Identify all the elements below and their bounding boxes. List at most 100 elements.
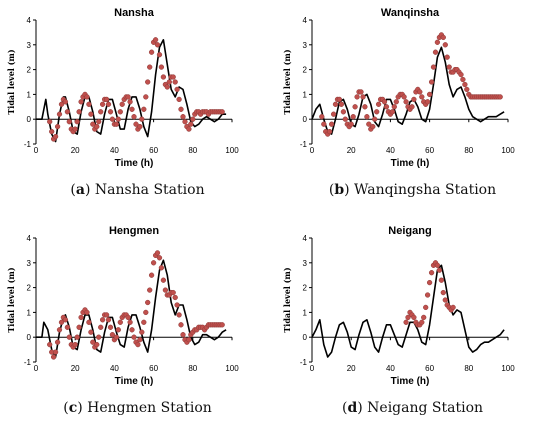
data-point-observed [180,332,186,338]
data-point-observed [72,126,78,132]
x-tick-label: 40 [110,364,119,373]
x-tick-label: 20 [347,364,356,373]
data-point-observed [166,79,172,85]
data-point-observed [103,312,110,318]
data-point-observed [113,121,120,127]
y-tick-label: -1 [300,358,308,367]
data-point-observed [162,287,169,293]
x-tick-label: 40 [110,146,119,155]
data-point-observed [99,101,106,107]
data-point-observed [186,337,192,343]
data-point-observed [56,111,63,117]
data-point-observed [170,289,176,296]
x-axis-label: Time (h) [115,376,154,387]
data-point-observed [156,255,163,261]
data-point-observed [464,86,470,93]
data-point-observed [135,341,141,348]
data-point-observed [428,270,435,276]
chart-title: Neigang [388,225,431,237]
data-point-observed [405,314,411,321]
y-tick-label: 2 [303,66,308,75]
y-tick-label: 3 [303,259,308,268]
y-tick-label: 0 [303,115,308,124]
data-point-observed [133,121,139,127]
data-point-observed [141,106,147,112]
caption-letter: d [347,400,358,416]
y-tick-label: 0 [303,333,308,342]
series-line-model [311,264,505,358]
data-point-observed [58,319,65,325]
data-point-observed [115,116,121,122]
data-point-observed [319,114,325,120]
data-point-observed [107,324,114,330]
data-point-observed [98,109,104,115]
data-point-observed [186,126,192,132]
caption-letter: c [68,400,78,416]
data-point-observed [419,319,425,325]
data-point-observed [90,339,96,345]
data-point-observed [370,123,376,130]
caption-text: Nansha Station [90,182,205,198]
y-tick-label: -1 [24,358,32,367]
data-point-observed [393,99,399,105]
data-point-observed [403,99,409,105]
x-tick-label: 80 [188,364,197,373]
data-point-observed [340,109,347,115]
data-point-observed [147,64,153,70]
y-axis-label: Tidal level (m) [282,49,292,115]
data-point-observed [164,84,170,90]
x-tick-label: 100 [225,146,239,155]
data-point-observed [76,109,82,115]
data-point-observed [336,96,343,103]
y-tick-label: 3 [27,259,32,268]
data-point-observed [403,319,409,325]
data-point-observed [84,94,90,100]
data-point-observed [432,49,439,55]
data-point-observed [54,123,61,130]
data-point-observed [458,71,464,78]
caption-letter: b [334,182,345,198]
data-point-observed [78,99,84,105]
data-point-observed [446,64,452,70]
data-point-observed [419,94,425,100]
data-point-observed [119,101,125,107]
data-point-observed [117,109,123,115]
data-point-observed [426,279,433,286]
data-point-observed [442,42,448,48]
data-point-observed [145,79,151,85]
data-point-observed [450,304,456,311]
data-point-observed [143,94,149,100]
x-tick-label: 0 [310,364,315,373]
data-point-observed [424,292,431,298]
y-tick-label: 4 [303,234,308,243]
data-point-observed [332,101,339,107]
data-point-observed [98,324,104,330]
data-point-observed [50,354,57,360]
data-point-observed [436,267,443,273]
data-point-observed [434,262,441,268]
data-point-observed [76,324,82,330]
data-point-observed [141,319,147,325]
y-tick-label: 3 [27,41,32,50]
data-point-observed [94,341,100,348]
data-point-observed [460,76,466,83]
x-axis-label: Time (h) [115,158,154,169]
x-tick-label: 60 [425,364,434,373]
data-point-observed [338,101,345,107]
data-point-observed [145,299,151,306]
y-tick-label: 0 [27,333,32,342]
data-point-observed [74,334,80,340]
x-tick-label: 80 [464,146,473,155]
data-point-observed [421,314,427,321]
series-line-model [36,259,227,358]
caption-text: Wanqingsha Station [349,182,497,198]
data-point-observed [188,121,194,127]
x-tick-label: 20 [71,146,80,155]
data-point-observed [156,52,163,58]
data-point-observed [72,341,78,348]
data-point-observed [90,121,96,127]
data-point-observed [411,314,417,321]
y-tick-label: 0 [27,115,32,124]
data-point-observed [374,109,380,115]
